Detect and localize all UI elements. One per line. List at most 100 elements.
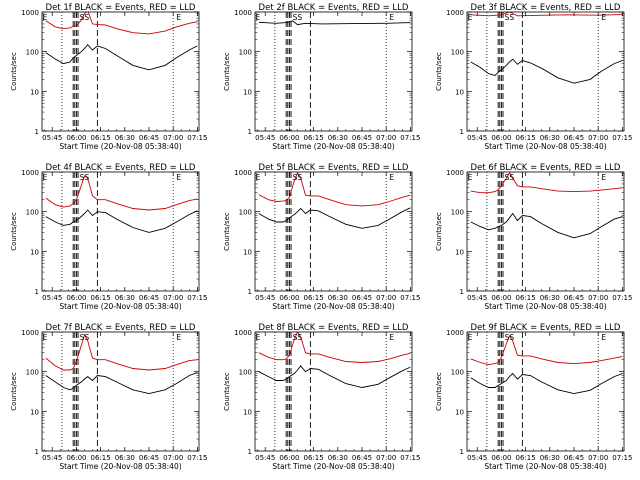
chart-title: Det 1f BLACK = Events, RED = LLD [46, 3, 196, 13]
plot-area [470, 172, 623, 291]
y-axis-label: Counts/sec [435, 212, 443, 251]
x-tick-label: 06:15 [91, 454, 111, 462]
lld-series-line [258, 332, 411, 363]
y-tick-label: 1000 [234, 9, 252, 17]
x-axis-label: Start Time (20-Nov-08 05:38:40) [484, 142, 606, 151]
x-tick-label: 06:15 [516, 134, 536, 142]
x-tick-label: 06:00 [491, 134, 511, 142]
events-series-line [470, 212, 623, 239]
chart-title: Det 5f BLACK = Events, RED = LLD [259, 163, 409, 173]
x-tick-label: 07:15 [400, 134, 420, 142]
x-tick-label: 06:30 [328, 134, 348, 142]
x-axis-label: Start Time (20-Nov-08 05:38:40) [484, 462, 606, 471]
flag-label: SS [293, 333, 303, 342]
y-tick-label: 1000 [446, 169, 464, 177]
y-tick-label: 100 [451, 49, 464, 57]
chart-title: Det 3f BLACK = Events, RED = LLD [471, 3, 621, 13]
y-tick-label: 10 [455, 88, 464, 96]
lld-series-line [470, 12, 623, 17]
lld-series-line [45, 175, 198, 211]
plot-area [258, 12, 411, 131]
x-tick-label: 06:00 [66, 134, 86, 142]
flag-label: SS [80, 333, 90, 342]
lld-series-line [45, 333, 198, 371]
events-series-line [258, 20, 411, 26]
x-tick-label: 07:00 [376, 134, 396, 142]
x-tick-label: 06:00 [279, 454, 299, 462]
plot-frame [466, 11, 625, 132]
x-tick-label: 06:00 [279, 134, 299, 142]
chart-title: Det 8f BLACK = Events, RED = LLD [259, 323, 409, 333]
x-tick-label: 07:15 [612, 134, 632, 142]
lld-series-line [470, 172, 623, 194]
x-tick-label: 06:00 [491, 454, 511, 462]
x-tick-label: 06:30 [115, 454, 135, 462]
y-axis-label: Counts/sec [10, 52, 18, 91]
x-axis-label: Start Time (20-Nov-08 05:38:40) [59, 302, 181, 311]
y-tick-label: 1 [248, 128, 252, 136]
y-axis-label: Counts/sec [435, 52, 443, 91]
plot-frame [466, 331, 625, 452]
y-tick-label: 1000 [21, 329, 39, 337]
plot-frame [254, 11, 413, 132]
x-tick-label: 05:45 [467, 134, 487, 142]
y-tick-label: 10 [243, 248, 252, 256]
chart-title: Det 7f BLACK = Events, RED = LLD [46, 323, 196, 333]
x-tick-label: 06:30 [115, 294, 135, 302]
y-tick-label: 10 [30, 88, 39, 96]
y-tick-label: 1 [460, 448, 464, 456]
flag-label: SS [293, 173, 303, 182]
events-series-line [45, 372, 198, 395]
x-tick-label: 06:30 [540, 294, 560, 302]
flag-label: E [389, 13, 394, 22]
y-axis-label: Counts/sec [435, 372, 443, 411]
x-tick-label: 07:00 [376, 294, 396, 302]
x-tick-label: 05:45 [42, 454, 62, 462]
x-tick-label: 06:45 [564, 454, 584, 462]
y-axis-label: Counts/sec [223, 372, 231, 411]
y-tick-label: 1000 [21, 9, 39, 17]
y-tick-label: 1 [460, 128, 464, 136]
x-tick-label: 06:45 [352, 454, 372, 462]
flag-label: E [176, 13, 181, 22]
y-tick-label: 10 [30, 248, 39, 256]
plot-frame [41, 171, 200, 292]
lld-series-line [470, 334, 623, 366]
x-tick-label: 06:30 [540, 134, 560, 142]
x-tick-label: 07:00 [163, 294, 183, 302]
chart-title: Det 6f BLACK = Events, RED = LLD [471, 163, 621, 173]
x-tick-label: 06:15 [304, 134, 324, 142]
x-tick-label: 06:45 [139, 294, 159, 302]
events-series-line [470, 58, 623, 84]
y-tick-label: 1000 [234, 329, 252, 337]
plot-frame [254, 331, 413, 452]
x-tick-label: 06:30 [115, 134, 135, 142]
x-tick-label: 05:45 [42, 294, 62, 302]
x-tick-label: 05:45 [467, 294, 487, 302]
y-tick-label: 100 [26, 369, 39, 377]
x-tick-label: 07:15 [187, 134, 207, 142]
events-series-line [45, 44, 198, 71]
events-series-line [45, 209, 198, 233]
x-tick-label: 06:45 [139, 454, 159, 462]
y-tick-label: 100 [451, 369, 464, 377]
x-tick-label: 07:00 [376, 454, 396, 462]
flag-label: E [176, 173, 181, 182]
x-tick-label: 06:00 [491, 294, 511, 302]
flag-label: SS [80, 173, 90, 182]
y-tick-label: 1 [248, 448, 252, 456]
x-tick-label: 06:15 [516, 454, 536, 462]
x-tick-label: 05:45 [255, 294, 275, 302]
x-tick-label: 07:15 [400, 294, 420, 302]
x-axis-label: Start Time (20-Nov-08 05:38:40) [272, 302, 394, 311]
y-tick-label: 1 [35, 288, 39, 296]
y-tick-label: 100 [26, 49, 39, 57]
x-tick-label: 07:00 [588, 454, 608, 462]
x-tick-label: 06:00 [279, 294, 299, 302]
